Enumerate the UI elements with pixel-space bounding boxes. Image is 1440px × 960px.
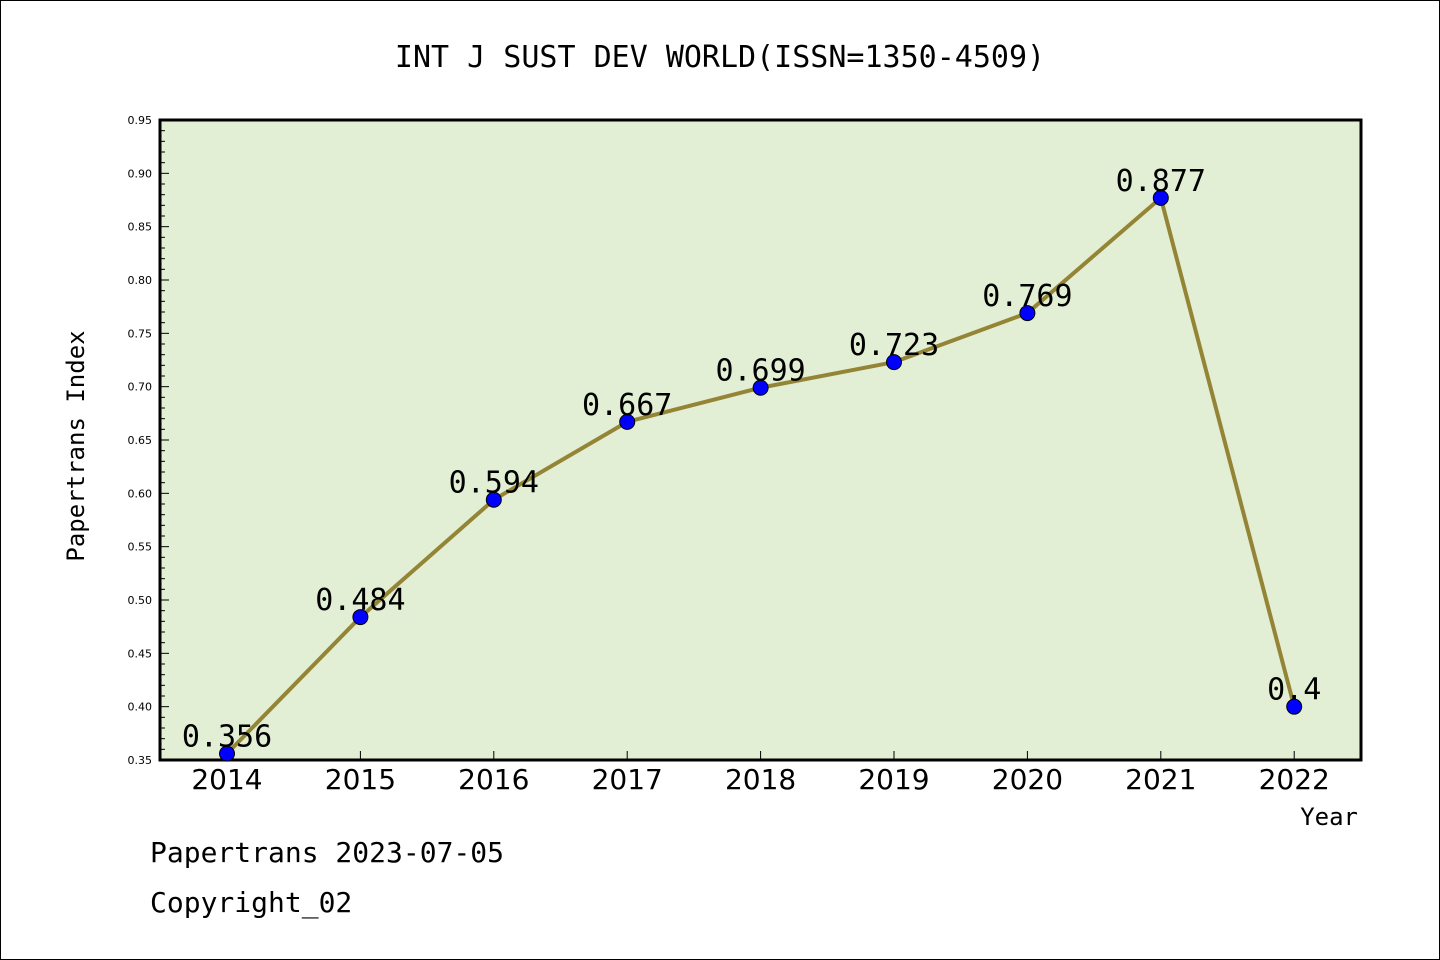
chart-title: INT J SUST DEV WORLD(ISSN=1350-4509)	[395, 40, 1045, 75]
data-label: 0.723	[849, 328, 939, 363]
y-tick-label: 0.75	[128, 327, 153, 340]
data-markers	[219, 189, 1303, 762]
x-tick-label: 2014	[191, 763, 262, 796]
y-axis-title: Papertrans Index	[62, 330, 90, 561]
footer-date: Papertrans 2023-07-05	[150, 836, 505, 869]
data-point	[352, 609, 369, 626]
x-tick-label: 2017	[592, 763, 663, 796]
x-tick-label: 2015	[325, 763, 396, 796]
x-tick-label: 2018	[725, 763, 796, 796]
data-label: 0.356	[182, 720, 272, 755]
x-tick-label: 2016	[458, 763, 529, 796]
data-point	[619, 413, 636, 430]
y-tick-label: 0.45	[128, 647, 153, 660]
footer-copyright: Copyright_02	[150, 886, 353, 919]
x-axis-title: Year	[1300, 803, 1358, 831]
y-tick-label: 0.85	[128, 221, 153, 234]
data-label: 0.769	[982, 279, 1072, 314]
y-axis: 0.35 0.40 0.45 0.50 0.55 0.60 0.65 0.70 0.75 0.80…	[128, 114, 169, 767]
data-label: 0.667	[582, 388, 672, 423]
y-tick-label: 0.95	[128, 114, 153, 127]
y-tick-label: 0.90	[128, 167, 153, 180]
x-tick-label: 2022	[1259, 763, 1330, 796]
y-tick-label: 0.80	[128, 274, 153, 287]
y-tick-label: 0.40	[128, 701, 153, 714]
plot-area	[158, 118, 1363, 762]
data-point	[1286, 698, 1303, 715]
data-point	[485, 491, 502, 508]
data-label: 0.699	[715, 354, 805, 389]
x-tick-label: 2020	[992, 763, 1063, 796]
y-tick-label: 0.70	[128, 381, 153, 394]
data-label: 0.4	[1267, 673, 1321, 708]
data-labels: 0.356 0.484 0.594 0.667 0.699 0.723 0.769 0.877…	[182, 164, 1321, 755]
data-label: 0.877	[1116, 164, 1206, 199]
data-point	[1152, 189, 1169, 206]
data-point	[886, 354, 902, 371]
data-point	[219, 745, 235, 762]
x-tick-label: 2021	[1125, 763, 1196, 796]
y-tick-label: 0.55	[128, 541, 153, 554]
x-tick-label: 2019	[858, 763, 929, 796]
data-point	[752, 379, 769, 396]
data-point	[1019, 305, 1036, 322]
data-label: 0.594	[449, 466, 539, 501]
y-tick-label: 0.35	[128, 754, 153, 767]
y-tick-label: 0.50	[128, 594, 153, 607]
data-label: 0.484	[315, 583, 405, 618]
y-tick-label: 0.65	[128, 434, 153, 447]
x-axis: 2014 2015 2016 2017 2018 2019 2020 2021 2022	[191, 751, 1330, 796]
y-tick-label: 0.60	[128, 487, 153, 500]
